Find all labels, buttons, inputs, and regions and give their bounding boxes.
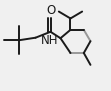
- Text: O: O: [46, 4, 55, 17]
- Text: NH: NH: [41, 34, 58, 47]
